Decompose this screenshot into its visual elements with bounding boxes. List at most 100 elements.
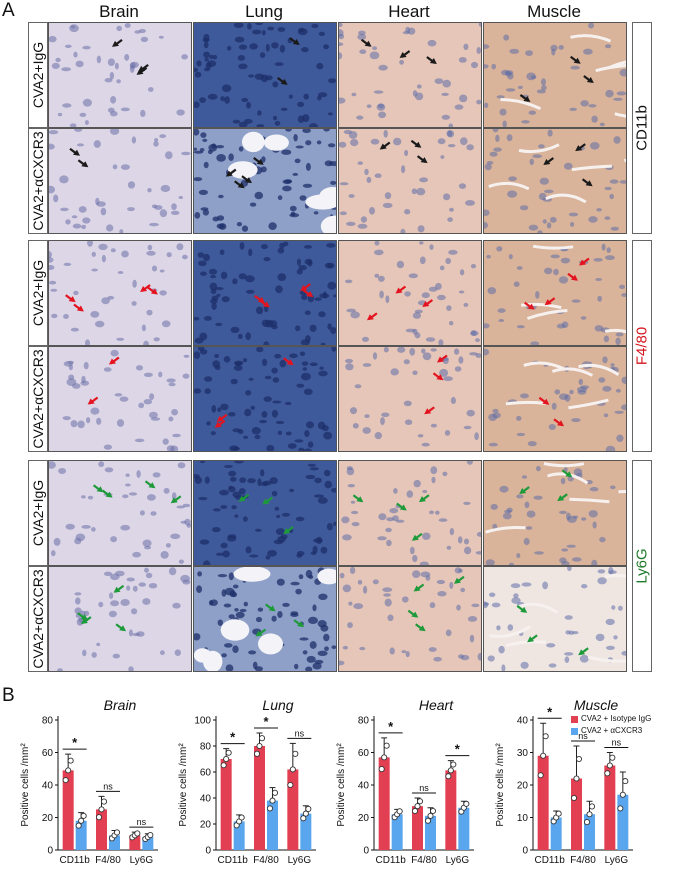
data-point [573,775,580,782]
y-tick-label: 40 [200,794,212,805]
data-point [113,829,121,836]
panel-a-label: A [2,0,15,21]
micrograph-heart-row-3 [338,240,482,346]
annotation-arrow [254,295,265,303]
data-point [75,822,82,829]
x-tick-label: CD11b [217,855,248,866]
y-axis-label: Positive cells /mm² [495,743,506,827]
bar-f480-igg [412,806,423,850]
data-point [555,810,562,817]
y-tick-label: 40 [42,781,54,792]
significance-label: ns [578,731,588,741]
bar-ly6g-igg [445,770,457,850]
data-point [588,803,596,810]
annotation-arrow [352,494,364,503]
data-point [289,766,296,773]
data-point [414,803,421,810]
data-point [223,755,230,763]
annotation-arrow [453,575,465,584]
bar-f480-cxcr3 [267,800,278,850]
y-tick-label: 20 [358,813,370,824]
data-point [300,815,307,822]
annotation-arrow [516,604,528,613]
micrograph-lung-row-4 [193,346,337,452]
bar-cd11b-cxcr3 [550,817,562,850]
legend-label-igg: CVA2 + Isotype IgG [581,714,652,723]
annotation-arrow [92,484,104,493]
y-tick-label: 100 [194,716,211,727]
row-label-4: CVA2+αCXCR3 [28,346,48,452]
y-tick-label: 80 [358,716,370,727]
y-tick-label: 80 [42,716,54,727]
data-point [258,735,266,742]
significance-label: ns [612,738,622,748]
annotation-arrow [578,647,589,656]
legend-item-cxcr3: CVA2 + αCXCR3 [571,725,651,737]
annotation-arrow [581,178,593,187]
micrograph-lung-row-2 [193,128,337,234]
y-axis-label: Positive cells /mm² [336,743,347,827]
chart-title-lung: Lung [262,697,294,713]
annotation-arrow [424,406,435,415]
annotation-arrow [570,55,581,64]
significance-label: ns [295,728,305,738]
y-tick-label: 0 [522,846,528,857]
data-point [271,789,279,796]
micrograph-heart-row-4 [338,346,482,452]
significance-label: * [455,742,461,757]
bar-cd11b-cxcr3 [233,821,245,850]
annotation-arrow [241,175,252,184]
annotation-arrow [115,623,127,632]
data-point [619,791,626,798]
chart-title-muscle: Muscle [573,697,619,713]
micrograph-muscle-row-5 [483,460,627,566]
annotation-arrow [575,143,586,152]
data-point [542,733,549,740]
y-tick-label: 0 [363,846,369,857]
data-point [606,762,613,769]
x-tick-label: CD11b [59,855,90,866]
annotation-arrow [69,147,80,156]
micrograph-lung-row-5 [193,460,337,566]
data-point [62,777,69,784]
data-point [147,831,154,839]
annotation-arrow [567,272,579,281]
y-tick-label: 20 [200,820,212,831]
annotation-arrow [277,77,288,85]
bar-ly6g-cxcr3 [617,794,629,850]
data-point [80,812,87,819]
bar-ly6g-igg [604,765,616,850]
data-point [292,750,299,757]
annotation-arrow [410,139,422,148]
annotation-arrow [416,155,428,164]
annotation-arrow [214,419,226,428]
row-label-2: CVA2+αCXCR3 [28,128,48,234]
annotation-arrow [415,623,426,632]
micrograph-heart-row-1 [338,22,482,128]
annotation-arrow [108,356,120,365]
legend-label-cxcr3: CVA2 + αCXCR3 [581,726,643,735]
significance-label: ns [103,781,113,791]
data-point [220,762,227,769]
data-point [429,807,437,815]
bar-cd11b-igg [62,770,74,850]
annotation-arrow [399,50,411,59]
bar-ly6g-cxcr3 [458,807,470,850]
data-point [95,814,103,821]
x-tick-label: Ly6G [288,855,312,866]
data-point [609,754,616,761]
annotation-arrow [436,354,448,363]
annotation-arrow [300,283,311,292]
annotation-arrow [73,303,84,312]
data-point [411,807,419,815]
annotation-arrow [253,157,264,165]
data-point [269,797,276,804]
annotation-arrow [557,493,568,502]
y-tick-label: 0 [47,846,53,857]
annotation-arrow [77,159,89,168]
annotation-arrow [264,603,276,612]
annotation-arrow [87,396,99,405]
annotation-arrow [583,75,594,83]
y-tick-label: 60 [358,748,370,759]
data-point [225,749,232,756]
